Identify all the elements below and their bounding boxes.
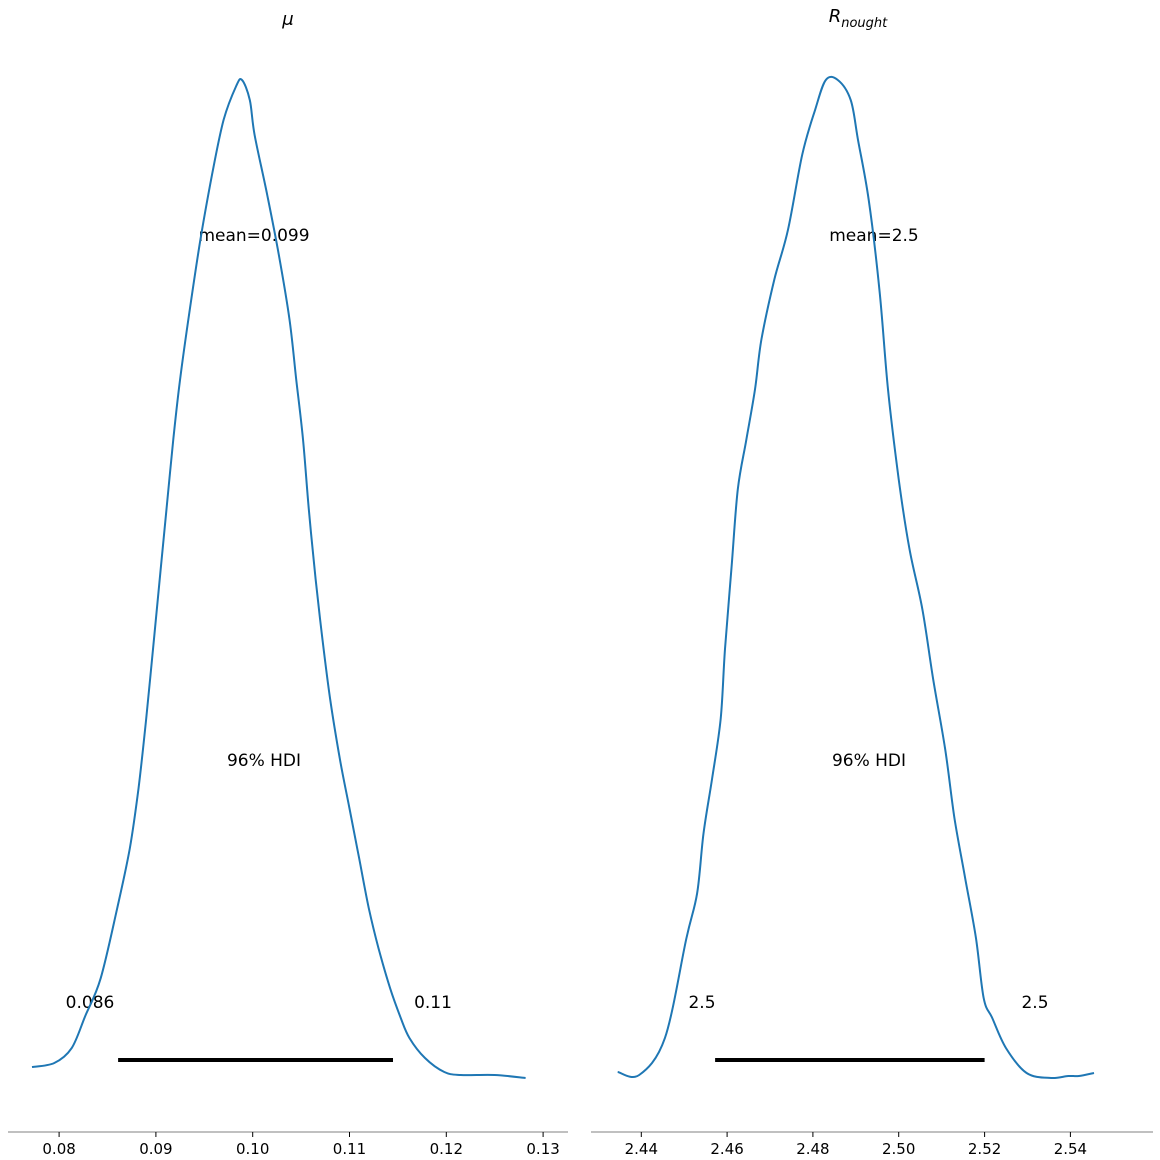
x-tick-label-r-nought: 2.46 xyxy=(710,1140,743,1158)
panel-title-mu: μ xyxy=(281,9,293,30)
x-tick-label-mu: 0.12 xyxy=(430,1140,463,1158)
x-tick-label-mu: 0.08 xyxy=(42,1140,75,1158)
x-tick-label-r-nought: 2.44 xyxy=(625,1140,658,1158)
hdi-low-label-r-nought: 2.5 xyxy=(688,993,715,1013)
x-tick-label-r-nought: 2.52 xyxy=(968,1140,1001,1158)
x-tick-label-r-nought: 2.54 xyxy=(1054,1140,1087,1158)
hdi-high-label-mu: 0.11 xyxy=(414,993,452,1013)
x-tick-label-mu: 0.13 xyxy=(526,1140,559,1158)
title-main: R xyxy=(829,6,842,27)
x-tick-label-r-nought: 2.48 xyxy=(796,1140,829,1158)
hdi-label-r-nought: 96% HDI xyxy=(832,751,906,771)
hdi-low-label-mu: 0.086 xyxy=(66,993,115,1013)
x-tick-label-mu: 0.10 xyxy=(236,1140,269,1158)
kde-line-r-nought xyxy=(617,75,1095,1080)
panel-r-nought: Rnought mean=2.5 96% HDI 2.5 2.5 2.44 2.4… xyxy=(591,6,1153,1158)
kde-line-mu xyxy=(31,78,526,1079)
panel-title-r-nought: Rnought xyxy=(829,6,888,31)
mean-label-mu: mean=0.099 xyxy=(198,226,309,246)
x-tick-label-mu: 0.11 xyxy=(333,1140,366,1158)
x-tick-label-mu: 0.09 xyxy=(139,1140,172,1158)
hdi-high-label-r-nought: 2.5 xyxy=(1021,993,1048,1013)
hdi-label-mu: 96% HDI xyxy=(227,751,301,771)
x-tick-label-r-nought: 2.50 xyxy=(882,1140,915,1158)
title-subscript: nought xyxy=(841,16,888,31)
panel-mu: μ mean=0.099 96% HDI 0.086 0.11 0.08 0.09… xyxy=(8,9,568,1158)
